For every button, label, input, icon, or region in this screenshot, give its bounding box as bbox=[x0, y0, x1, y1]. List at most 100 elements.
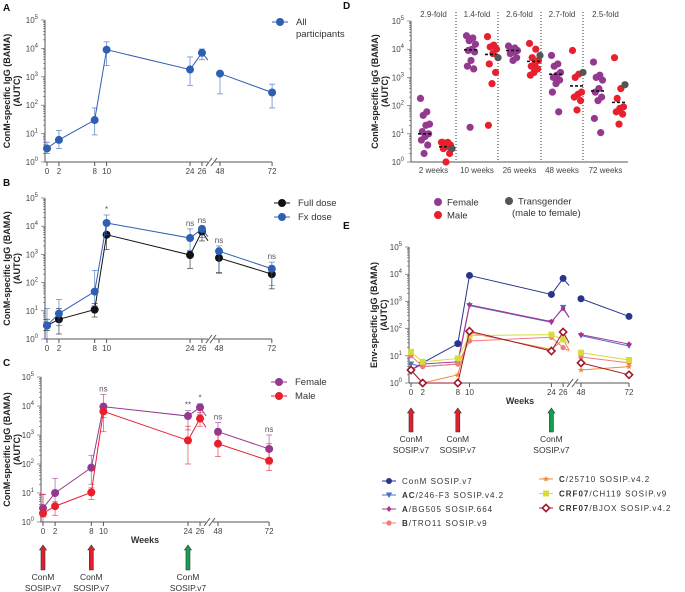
legend-label: participants bbox=[296, 29, 345, 40]
data-point bbox=[576, 358, 586, 368]
series-line bbox=[580, 352, 630, 361]
legend-label: Transgender bbox=[518, 197, 572, 208]
data-point bbox=[267, 264, 276, 273]
data-point bbox=[464, 46, 472, 55]
x-tick-label: 26 bbox=[559, 388, 568, 397]
data-point bbox=[467, 301, 472, 308]
data-point bbox=[434, 198, 442, 206]
legend-label: Female bbox=[447, 198, 479, 209]
y-tick-label: 103 bbox=[392, 72, 405, 82]
legend-label: A/BG505 SOSIP.664 bbox=[402, 505, 493, 514]
data-point bbox=[386, 506, 392, 512]
data-point bbox=[197, 224, 206, 233]
data-point bbox=[573, 106, 581, 114]
data-point bbox=[577, 295, 585, 303]
vaccination-label: ConM bbox=[32, 572, 55, 582]
data-point bbox=[466, 338, 473, 344]
x-tick-label: 26 bbox=[198, 344, 207, 353]
x-tick-label: 10 bbox=[465, 388, 474, 397]
significance-label: ns bbox=[99, 384, 107, 393]
x-tick-label: 2 bbox=[53, 527, 58, 536]
data-point bbox=[196, 414, 205, 423]
data-point bbox=[598, 76, 607, 84]
y-tick-label: 100 bbox=[26, 157, 39, 167]
data-point bbox=[186, 234, 195, 243]
arrow-up-icon bbox=[183, 544, 193, 571]
x-tick-label: 48 bbox=[216, 167, 225, 176]
data-point bbox=[215, 247, 223, 256]
significance-label: * bbox=[198, 394, 201, 403]
significance-label: ns bbox=[268, 252, 276, 261]
series-line bbox=[580, 362, 630, 376]
legend-label: (male to female) bbox=[512, 208, 581, 219]
data-point bbox=[454, 340, 462, 348]
axis-break-mark bbox=[566, 378, 574, 388]
arrow-up-icon bbox=[547, 407, 556, 433]
axis-break-mark bbox=[208, 517, 216, 527]
y-tick-label: 101 bbox=[392, 129, 405, 139]
data-point bbox=[422, 121, 430, 129]
axis-break-mark bbox=[203, 517, 211, 527]
fold-change-label: 2.9-fold bbox=[420, 10, 447, 19]
y-tick-label: 102 bbox=[392, 101, 405, 111]
data-point bbox=[528, 54, 536, 62]
data-point bbox=[558, 327, 568, 337]
legend-label: All bbox=[296, 17, 307, 28]
significance-label: ns bbox=[186, 219, 194, 228]
x-tick-label: 24 bbox=[184, 527, 193, 536]
series-line bbox=[46, 231, 203, 326]
data-point bbox=[484, 121, 492, 129]
data-point bbox=[568, 46, 577, 55]
data-point bbox=[39, 509, 47, 518]
axis-break-mark bbox=[205, 334, 213, 344]
series-line bbox=[219, 73, 273, 93]
fold-change-label: 2.6-fold bbox=[506, 10, 533, 19]
arrow-up-icon bbox=[38, 544, 48, 571]
y-tick-label: 104 bbox=[390, 269, 403, 279]
data-point bbox=[197, 48, 206, 57]
data-point bbox=[542, 475, 550, 482]
series-female bbox=[39, 394, 274, 523]
series-conm-sosip-v7 bbox=[407, 271, 633, 374]
data-point bbox=[483, 32, 492, 41]
series-all-participants bbox=[43, 41, 277, 154]
axis-break-mark bbox=[210, 157, 218, 167]
vaccination-label: SOSIP.v7 bbox=[73, 583, 109, 592]
y-axis-label: ConM-specific IgG (BAMA) bbox=[2, 211, 12, 326]
data-point bbox=[265, 456, 274, 465]
legend-label: Male bbox=[295, 391, 316, 402]
fold-change-label: 2.5-fold bbox=[592, 10, 619, 19]
x-tick-label: 24 bbox=[186, 167, 195, 176]
x-tick-label: 2 bbox=[57, 167, 62, 176]
x-tick-label: 48 bbox=[214, 527, 223, 536]
data-point bbox=[275, 378, 283, 386]
vaccination-label: SOSIP.v7 bbox=[440, 445, 476, 455]
y-axis-label: ConM-specific IgG (BAMA) bbox=[2, 392, 12, 507]
x-tick-label: 24 bbox=[186, 344, 195, 353]
data-point bbox=[610, 54, 619, 62]
vaccination-label: ConM bbox=[400, 434, 423, 444]
x-tick-label: 48 bbox=[577, 388, 586, 397]
data-point bbox=[532, 45, 540, 53]
data-point bbox=[589, 58, 598, 66]
data-point bbox=[385, 492, 393, 498]
data-point bbox=[471, 40, 480, 48]
y-tick-label: 102 bbox=[22, 459, 35, 469]
category-label: 72 weeks bbox=[589, 166, 623, 175]
data-point bbox=[571, 73, 579, 81]
axis-break-mark bbox=[205, 157, 213, 167]
data-point bbox=[560, 305, 566, 312]
data-point bbox=[549, 73, 557, 81]
vaccination-label: ConM bbox=[446, 434, 469, 444]
data-point bbox=[506, 49, 514, 58]
series-line bbox=[580, 298, 630, 317]
data-point bbox=[43, 321, 51, 330]
panel-label-b: B bbox=[3, 178, 10, 189]
data-point bbox=[536, 51, 544, 60]
x-tick-label: 26 bbox=[196, 527, 205, 536]
data-point bbox=[591, 88, 599, 96]
data-point bbox=[560, 345, 566, 351]
x-tick-label: 72 bbox=[265, 527, 274, 536]
